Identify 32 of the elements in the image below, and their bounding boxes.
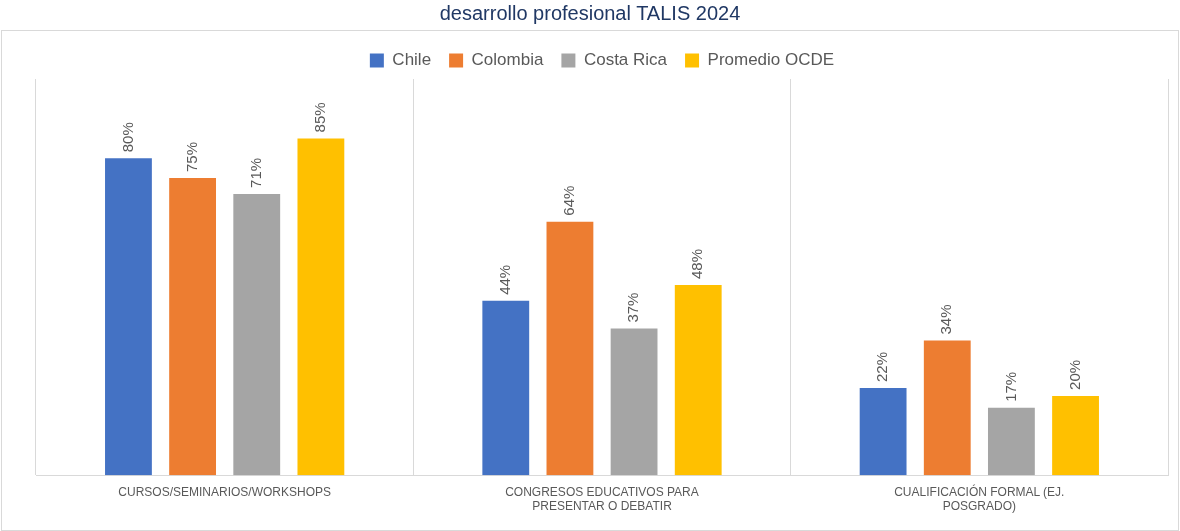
legend-label: Costa Rica	[583, 50, 668, 70]
data-label: 48%	[688, 248, 706, 280]
bar	[987, 407, 1035, 476]
data-label: 20%	[1065, 359, 1083, 390]
bar	[923, 340, 971, 476]
data-label: 22%	[873, 352, 891, 383]
legend-label: Chile	[392, 50, 432, 70]
data-label: 85%	[311, 102, 329, 133]
data-label: 80%	[118, 122, 136, 153]
legend-label: Colombia	[471, 50, 544, 70]
data-label: 75%	[182, 142, 200, 173]
bar	[674, 285, 722, 476]
bar	[859, 388, 907, 476]
x-tick-label: CURSOS/SEMINARIOS/WORKSHOPS	[118, 484, 332, 499]
data-label: 71%	[246, 157, 264, 188]
data-label: 44%	[495, 264, 513, 295]
bar	[546, 221, 594, 476]
data-label: 64%	[560, 185, 578, 216]
bar	[233, 193, 281, 476]
data-label: 37%	[624, 292, 642, 323]
x-tick-label: CUALIFICACIÓN FORMAL (EJ. POSGRADO)	[894, 483, 1065, 514]
chart-title: desarrollo profesional TALIS 2024	[438, 2, 742, 25]
bar	[1052, 395, 1099, 476]
data-label: 34%	[937, 304, 955, 335]
bar	[482, 300, 530, 476]
x-tick-label: CONGRESOS EDUCATIVOS PARA PRESENTAR O DEBATIR	[505, 484, 699, 514]
bar	[610, 328, 658, 476]
bar	[297, 138, 345, 476]
legend-label: Promedio OCDE	[707, 50, 835, 70]
data-label: 17%	[1001, 371, 1019, 402]
bar	[105, 158, 152, 476]
bar	[169, 178, 217, 476]
